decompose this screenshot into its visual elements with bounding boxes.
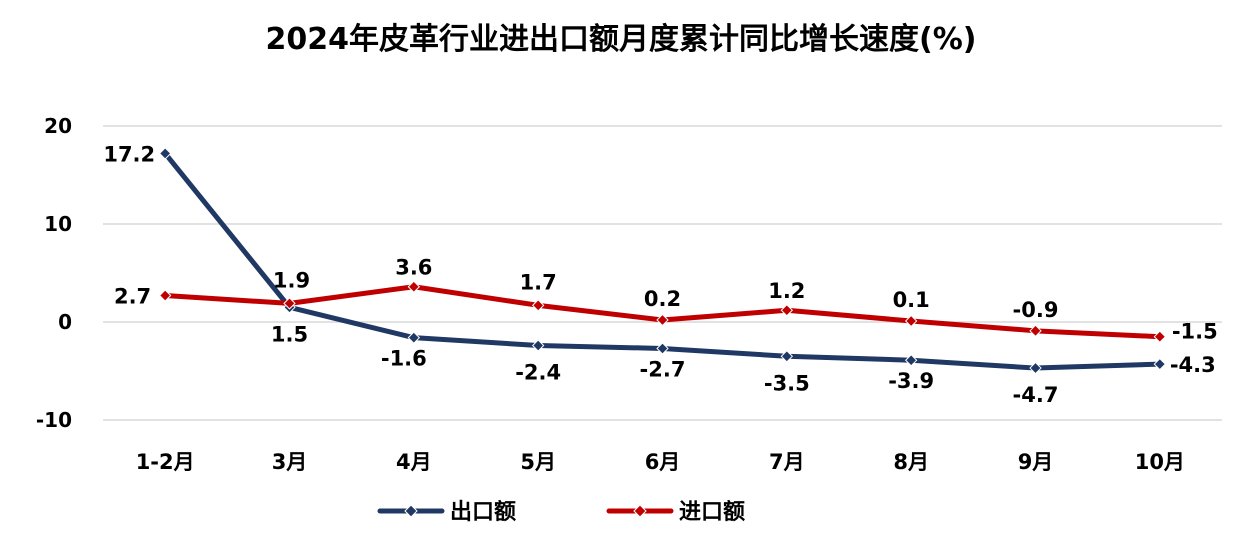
data-point bbox=[904, 314, 918, 328]
data-point bbox=[1153, 357, 1167, 371]
data-label: -2.4 bbox=[515, 361, 561, 385]
x-tick-label: 3月 bbox=[272, 450, 308, 474]
data-point bbox=[656, 313, 669, 327]
series-line bbox=[162, 150, 1163, 371]
data-point bbox=[656, 342, 669, 355]
data-label: 0.2 bbox=[644, 287, 681, 311]
data-point bbox=[904, 354, 918, 367]
y-tick-label: 0 bbox=[58, 310, 72, 334]
chart-title: 2024年皮革行业进出口额月度累计同比增长速度(%) bbox=[265, 22, 977, 57]
x-tick-label: 8月 bbox=[893, 450, 929, 474]
legend-marker bbox=[633, 504, 647, 518]
x-tick-label: 10月 bbox=[1135, 450, 1185, 474]
x-tick-label: 4月 bbox=[396, 450, 432, 474]
data-label: -0.9 bbox=[1013, 298, 1059, 322]
data-point bbox=[1029, 324, 1042, 338]
data-point bbox=[158, 289, 172, 302]
data-label: 1.2 bbox=[768, 279, 805, 303]
x-tick-label: 7月 bbox=[769, 450, 805, 474]
legend-label: 出口额 bbox=[450, 500, 516, 525]
data-point bbox=[531, 299, 545, 312]
data-label: 17.2 bbox=[103, 142, 155, 166]
x-tick-label: 9月 bbox=[1018, 450, 1054, 474]
data-label: -2.7 bbox=[640, 357, 686, 381]
x-tick-label: 1-2月 bbox=[136, 450, 195, 474]
data-point bbox=[158, 147, 172, 160]
data-label: -4.3 bbox=[1170, 353, 1216, 377]
data-label: 1.7 bbox=[520, 270, 557, 294]
data-label: 0.1 bbox=[893, 288, 930, 312]
data-label: -1.6 bbox=[381, 347, 427, 371]
data-label: 2.7 bbox=[114, 285, 151, 309]
data-label: 1.5 bbox=[271, 322, 308, 346]
data-point bbox=[283, 297, 296, 310]
data-label: -3.5 bbox=[764, 371, 810, 395]
data-point bbox=[780, 350, 794, 363]
data-point bbox=[407, 331, 421, 344]
data-point bbox=[407, 280, 421, 293]
data-label: 3.6 bbox=[395, 256, 432, 280]
data-label: -4.7 bbox=[1013, 383, 1059, 407]
x-tick-label: 6月 bbox=[645, 450, 681, 474]
data-label: -3.9 bbox=[888, 369, 934, 393]
data-point bbox=[780, 304, 794, 317]
legend-marker bbox=[404, 504, 418, 518]
y-tick-label: 20 bbox=[44, 114, 72, 138]
data-point bbox=[531, 339, 545, 352]
legend-label: 进口额 bbox=[679, 500, 745, 525]
y-tick-label: -10 bbox=[36, 408, 72, 432]
y-tick-label: 10 bbox=[44, 212, 72, 236]
data-label: -1.5 bbox=[1172, 320, 1218, 344]
data-point bbox=[1153, 330, 1167, 343]
x-tick-label: 5月 bbox=[520, 450, 556, 474]
data-label: 1.9 bbox=[273, 268, 310, 292]
data-point bbox=[1029, 361, 1042, 375]
